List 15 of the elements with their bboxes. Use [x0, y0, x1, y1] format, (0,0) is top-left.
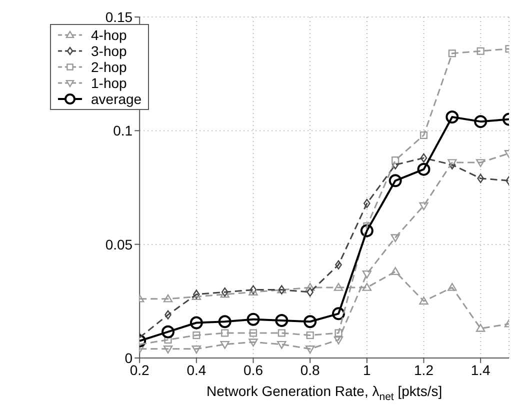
- x-tick-label: 1.2: [414, 362, 434, 378]
- legend-label: 2-hop: [91, 59, 127, 75]
- x-tick-label: 0.6: [244, 362, 264, 378]
- y-tick-label: 0.15: [105, 8, 133, 25]
- legend-label: 1-hop: [91, 75, 127, 91]
- x-axis-title: Network Generation Rate, λ$_{net}$ [pkts/s]: [206, 383, 442, 403]
- x-tick-label: 0.8: [300, 362, 320, 378]
- x-tick-label: 1: [363, 362, 372, 378]
- y-tick-label: 0.1: [113, 122, 133, 139]
- x-tick-label: 0.4: [186, 362, 206, 378]
- legend-label: 3-hop: [91, 43, 127, 59]
- legend-label: average: [91, 91, 142, 107]
- y-tick-label: 0.05: [105, 236, 133, 252]
- legend-label: 4-hop: [91, 27, 127, 43]
- x-tick-label: 1.4: [470, 362, 491, 378]
